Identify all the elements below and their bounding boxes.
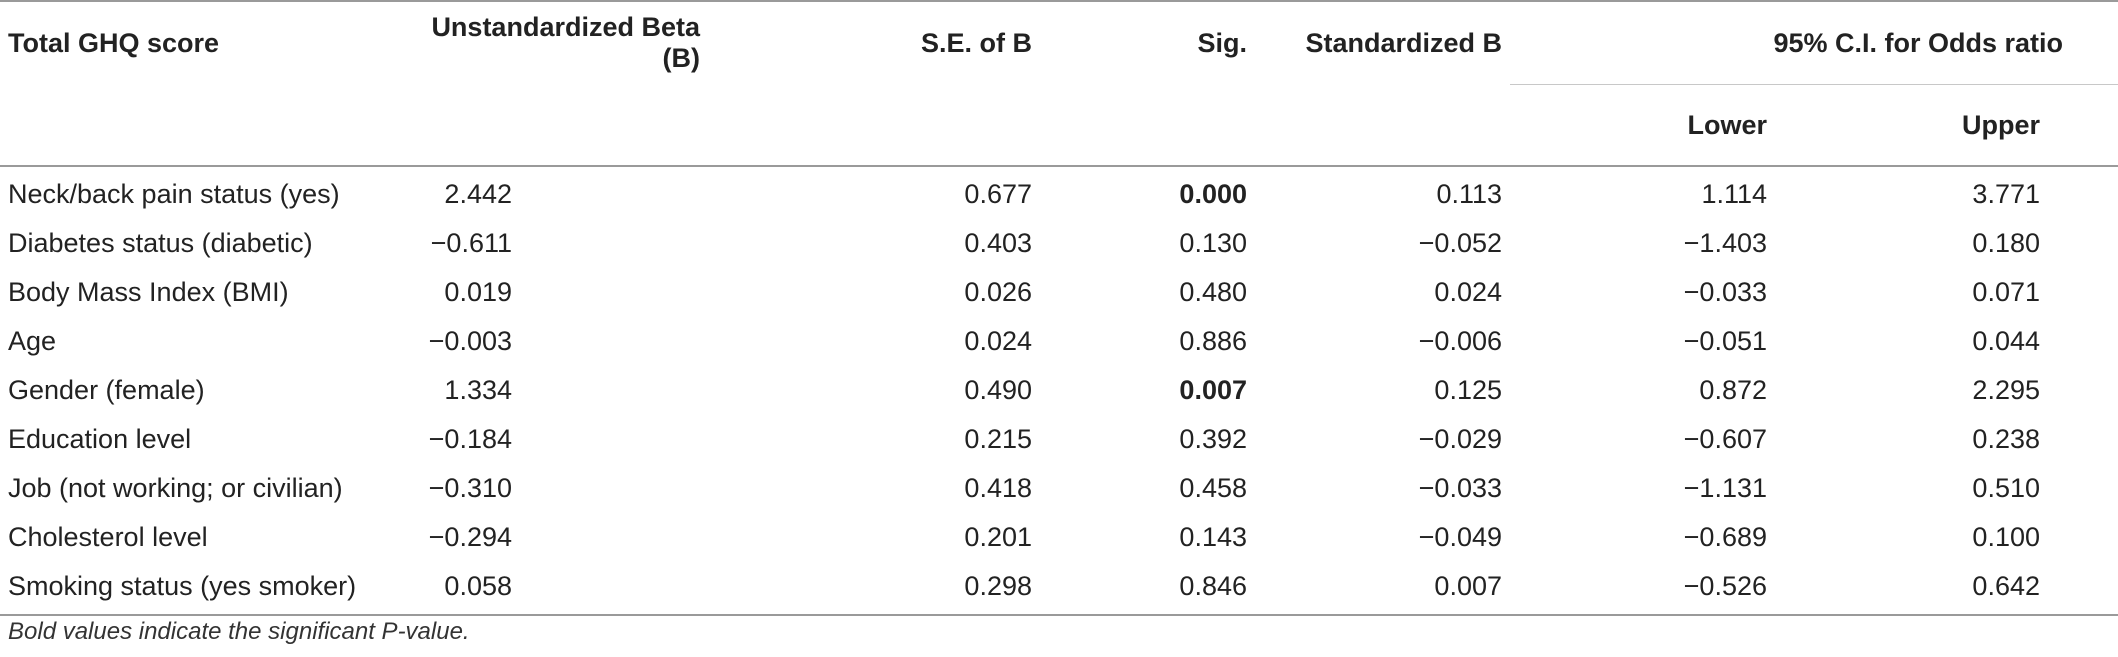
header-beta: Unstandardized Beta (B) (420, 0, 700, 85)
header-upper: Upper (1772, 84, 2118, 167)
table-footnote: Bold values indicate the significant P-v… (8, 618, 470, 645)
cell-std-b: −0.049 (1418, 522, 1502, 552)
cell-upper: 3.771 (1972, 179, 2040, 209)
cell-upper: 0.642 (1772, 562, 2118, 616)
cell-sig: 0.007 (1179, 375, 1247, 405)
table-row: Cholesterol level −0.294 0.201 0.143 −0.049 −… (0, 513, 2118, 562)
cell-variable: Smoking status (yes smoker) (0, 562, 420, 616)
header-variable: Total GHQ score (0, 0, 420, 85)
cell-upper: 0.238 (1972, 424, 2040, 454)
cell-sig: 0.846 (1040, 562, 1255, 616)
cell-beta: 0.058 (420, 562, 700, 616)
cell-variable: Neck/back pain status (yes) (8, 179, 340, 209)
cell-std-b: −0.033 (1418, 473, 1502, 503)
cell-lower: −0.033 (1683, 277, 1767, 307)
cell-variable: Job (not working; or civilian) (8, 473, 343, 503)
cell-beta: 0.019 (444, 277, 512, 307)
cell-upper: 0.180 (1972, 228, 2040, 258)
table-body: Neck/back pain status (yes) 2.442 0.677 0.0… (0, 166, 2118, 616)
cell-se: 0.026 (964, 277, 1032, 307)
cell-variable: Education level (8, 424, 192, 454)
cell-lower: −0.526 (1510, 562, 1772, 616)
cell-beta: −0.310 (428, 473, 512, 503)
table-row: Neck/back pain status (yes) 2.442 0.677 0.0… (0, 166, 2118, 219)
header-se: S.E. of B (700, 0, 1040, 85)
header-ci: 95% C.I. for Odds ratio (1510, 0, 2118, 85)
cell-variable: Gender (female) (8, 375, 205, 405)
table-row: Education level −0.184 0.215 0.392 −0.029 −0.… (0, 415, 2118, 464)
cell-sig: 0.458 (1179, 473, 1247, 503)
cell-se: 0.418 (964, 473, 1032, 503)
cell-beta: 2.442 (444, 179, 512, 209)
header-lower: Lower (1510, 84, 1772, 167)
cell-sig: 0.480 (1179, 277, 1247, 307)
cell-se: 0.298 (700, 562, 1040, 616)
cell-lower: −0.051 (1683, 326, 1767, 356)
cell-se: 0.024 (964, 326, 1032, 356)
cell-se: 0.201 (964, 522, 1032, 552)
cell-beta: 1.334 (444, 375, 512, 405)
cell-lower: 0.872 (1699, 375, 1767, 405)
cell-beta: −0.003 (428, 326, 512, 356)
cell-lower: −0.689 (1683, 522, 1767, 552)
cell-upper: 0.510 (1972, 473, 2040, 503)
cell-se: 0.490 (964, 375, 1032, 405)
table-header: Total GHQ score Unstandardized Beta (B) … (0, 0, 2118, 167)
cell-sig: 0.392 (1179, 424, 1247, 454)
cell-se: 0.677 (964, 179, 1032, 209)
cell-variable: Body Mass Index (BMI) (8, 277, 289, 307)
header-sig: Sig. (1040, 0, 1255, 85)
cell-sig: 0.000 (1179, 179, 1247, 209)
cell-variable: Cholesterol level (8, 522, 208, 552)
regression-table: Total GHQ score Unstandardized Beta (B) … (0, 0, 2118, 616)
cell-upper: 0.071 (1972, 277, 2040, 307)
cell-lower: −1.131 (1683, 473, 1767, 503)
cell-upper: 0.044 (1972, 326, 2040, 356)
cell-sig: 0.886 (1179, 326, 1247, 356)
cell-variable: Diabetes status (diabetic) (8, 228, 313, 258)
cell-variable: Age (8, 326, 57, 356)
cell-se: 0.403 (964, 228, 1032, 258)
cell-std-b: −0.052 (1418, 228, 1502, 258)
cell-lower: −0.607 (1683, 424, 1767, 454)
cell-lower: 1.114 (1701, 179, 1767, 209)
table-row: Body Mass Index (BMI) 0.019 0.026 0.480 0.02… (0, 268, 2118, 317)
table-row: Age −0.003 0.024 0.886 −0.006 −0.051 0.044 (0, 317, 2118, 366)
cell-std-b: −0.029 (1418, 424, 1502, 454)
table-row: Job (not working; or civilian) −0.310 0.41… (0, 464, 2118, 513)
cell-sig: 0.143 (1179, 522, 1247, 552)
cell-std-b: 0.125 (1434, 375, 1502, 405)
cell-std-b: 0.007 (1255, 562, 1510, 616)
cell-upper: 0.100 (1972, 522, 2040, 552)
cell-std-b: 0.024 (1434, 277, 1502, 307)
cell-beta: −0.611 (430, 228, 512, 258)
subheader-row: Lower Upper (0, 84, 2118, 167)
table-row: Gender (female) 1.334 0.490 0.007 0.125 0.872… (0, 366, 2118, 415)
header-row: Total GHQ score Unstandardized Beta (B) … (0, 0, 2118, 85)
cell-beta: −0.294 (428, 522, 512, 552)
table-row: Diabetes status (diabetic) −0.611 0.403 0.1… (0, 219, 2118, 268)
cell-se: 0.215 (964, 424, 1032, 454)
cell-upper: 2.295 (1972, 375, 2040, 405)
cell-std-b: 0.113 (1436, 179, 1502, 209)
cell-beta: −0.184 (428, 424, 512, 454)
cell-std-b: −0.006 (1418, 326, 1502, 356)
cell-lower: −1.403 (1683, 228, 1767, 258)
cell-sig: 0.130 (1179, 228, 1247, 258)
header-std-b: Standardized B (1255, 0, 1510, 85)
table-row: Smoking status (yes smoker) 0.058 0.298 0.8… (0, 562, 2118, 616)
